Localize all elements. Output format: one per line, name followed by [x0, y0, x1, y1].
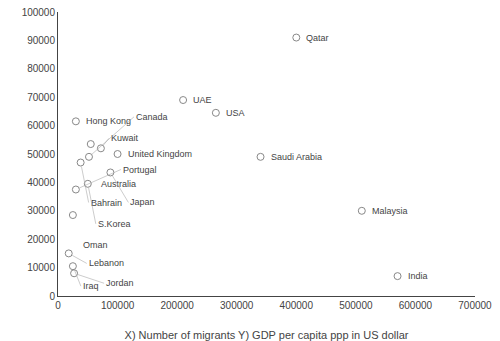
svg-text:0: 0	[49, 291, 55, 302]
svg-text:10000: 10000	[27, 262, 55, 273]
svg-text:700000: 700000	[458, 300, 492, 311]
svg-text:United Kingdom: United Kingdom	[128, 149, 192, 159]
svg-text:30000: 30000	[27, 205, 55, 216]
svg-text:Australia: Australia	[101, 179, 136, 189]
svg-text:40000: 40000	[27, 177, 55, 188]
svg-text:UAE: UAE	[193, 95, 212, 105]
svg-text:Kuwait: Kuwait	[111, 133, 139, 143]
svg-text:Saudi Arabia: Saudi Arabia	[271, 152, 322, 162]
svg-text:500000: 500000	[339, 300, 373, 311]
svg-text:Jordan: Jordan	[106, 278, 134, 288]
svg-text:Lebanon: Lebanon	[89, 258, 124, 268]
svg-text:Japan: Japan	[130, 197, 155, 207]
svg-text:USA: USA	[226, 108, 245, 118]
svg-text:Bahrain: Bahrain	[91, 198, 122, 208]
svg-text:300000: 300000	[220, 300, 254, 311]
svg-text:Portugal: Portugal	[123, 165, 157, 175]
svg-text:60000: 60000	[27, 120, 55, 131]
svg-text:70000: 70000	[27, 92, 55, 103]
svg-text:Oman: Oman	[83, 240, 108, 250]
svg-text:80000: 80000	[27, 63, 55, 74]
svg-text:20000: 20000	[27, 234, 55, 245]
svg-text:100000: 100000	[22, 7, 56, 18]
svg-text:90000: 90000	[27, 35, 55, 46]
svg-text:0: 0	[55, 300, 61, 311]
svg-text:Qatar: Qatar	[306, 33, 329, 43]
svg-text:50000: 50000	[27, 149, 55, 160]
svg-text:200000: 200000	[160, 300, 194, 311]
svg-text:100000: 100000	[101, 300, 135, 311]
svg-text:Iraq: Iraq	[83, 281, 99, 291]
svg-text:India: India	[408, 271, 428, 281]
svg-text:Hong Kong: Hong Kong	[86, 116, 131, 126]
svg-text:S.Korea: S.Korea	[98, 219, 131, 229]
svg-text:400000: 400000	[280, 300, 314, 311]
svg-text:Malaysia: Malaysia	[372, 206, 408, 216]
svg-text:600000: 600000	[399, 300, 433, 311]
svg-text:Canada: Canada	[136, 112, 168, 122]
svg-text:X) Number of migrants Y) GDP p: X) Number of migrants Y) GDP per capita …	[125, 329, 409, 341]
